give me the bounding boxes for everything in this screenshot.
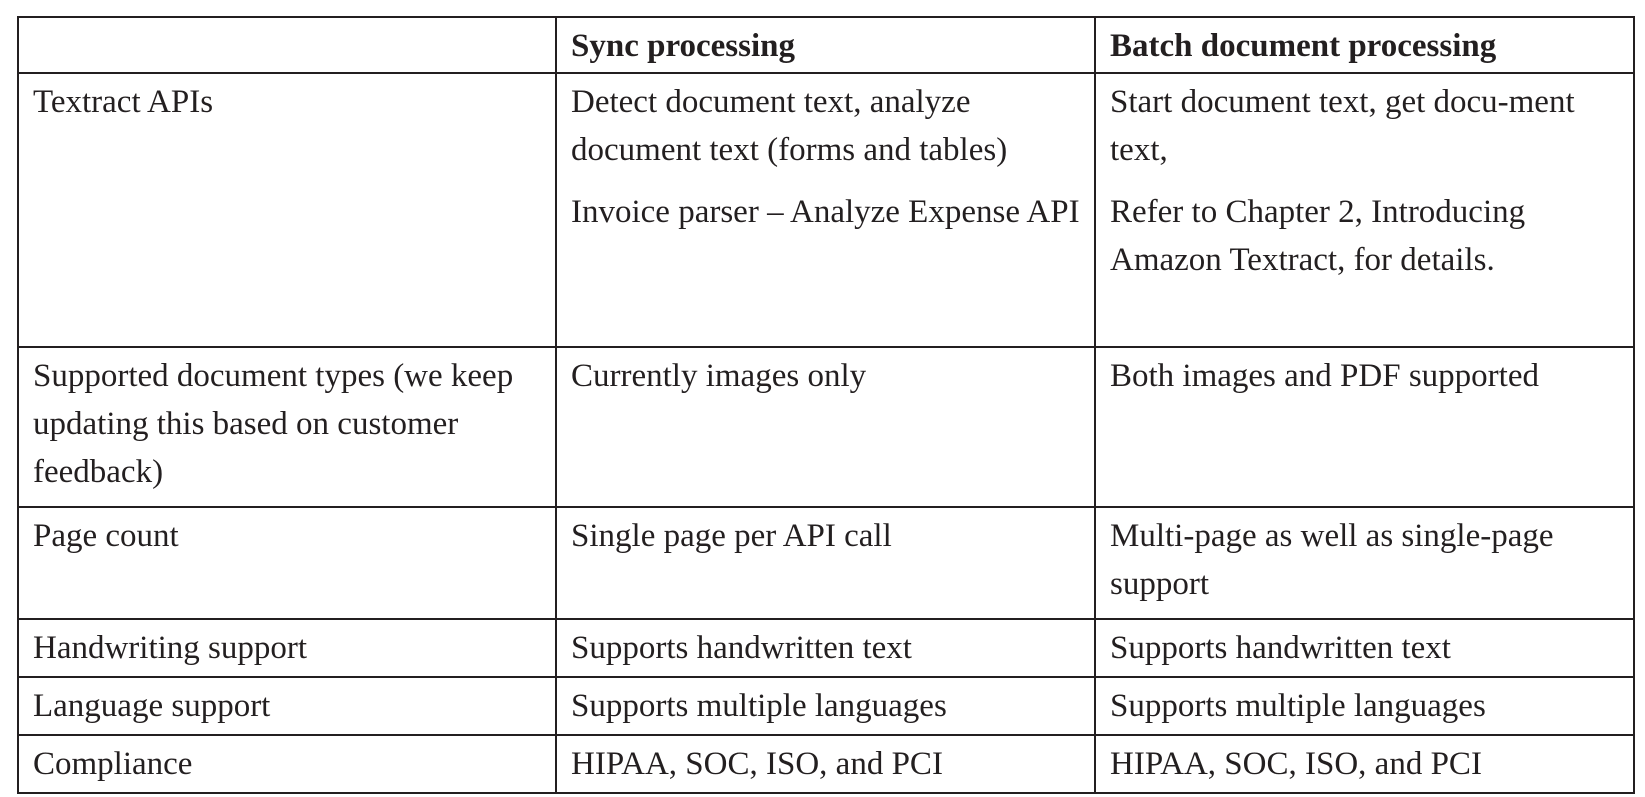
- batch-cell: Supports multiple languages: [1094, 676, 1635, 736]
- table-row-handwriting: Handwriting support Supports handwritten…: [17, 618, 1635, 678]
- cell-paragraph: Invoice parser – Analyze Expense API: [571, 194, 1080, 230]
- table-row-page-count: Page count Single page per API call Mult…: [17, 506, 1635, 620]
- cell-paragraph: Start document text, get docu-ment text,: [1110, 84, 1575, 168]
- batch-cell: Supports handwritten text: [1094, 618, 1635, 678]
- header-cell-sync: Sync processing: [555, 16, 1096, 74]
- sync-cell: Currently images only: [555, 346, 1096, 508]
- sync-cell: Single page per API call: [555, 506, 1096, 620]
- row-label: Textract APIs: [17, 72, 557, 348]
- sync-cell: Detect document text, analyze document t…: [555, 72, 1096, 348]
- row-label: Compliance: [17, 734, 557, 794]
- row-label: Language support: [17, 676, 557, 736]
- sync-cell: Supports multiple languages: [555, 676, 1096, 736]
- table-row-document-types: Supported document types (we keep updati…: [17, 346, 1635, 508]
- cell-paragraph: Detect document text, analyze document t…: [571, 84, 1008, 168]
- batch-cell: Both images and PDF supported: [1094, 346, 1635, 508]
- header-cell-batch: Batch document processing: [1094, 16, 1635, 74]
- comparison-table: Sync processing Batch document processin…: [17, 16, 1635, 794]
- cell-paragraph: Refer to Chapter 2, Introducing Amazon T…: [1110, 194, 1526, 278]
- batch-cell: Multi-page as well as single-page suppor…: [1094, 506, 1635, 620]
- batch-cell: HIPAA, SOC, ISO, and PCI: [1094, 734, 1635, 794]
- table-row-textract-apis: Textract APIs Detect document text, anal…: [17, 72, 1635, 348]
- sync-cell: HIPAA, SOC, ISO, and PCI: [555, 734, 1096, 794]
- table-row-compliance: Compliance HIPAA, SOC, ISO, and PCI HIPA…: [17, 734, 1635, 794]
- row-label: Page count: [17, 506, 557, 620]
- sync-cell: Supports handwritten text: [555, 618, 1096, 678]
- table-row-language: Language support Supports multiple langu…: [17, 676, 1635, 736]
- batch-cell: Start document text, get docu-ment text,…: [1094, 72, 1635, 348]
- row-label: Handwriting support: [17, 618, 557, 678]
- row-label: Supported document types (we keep updati…: [17, 346, 557, 508]
- header-cell-feature: [17, 16, 557, 74]
- header-row: Sync processing Batch document processin…: [17, 16, 1635, 74]
